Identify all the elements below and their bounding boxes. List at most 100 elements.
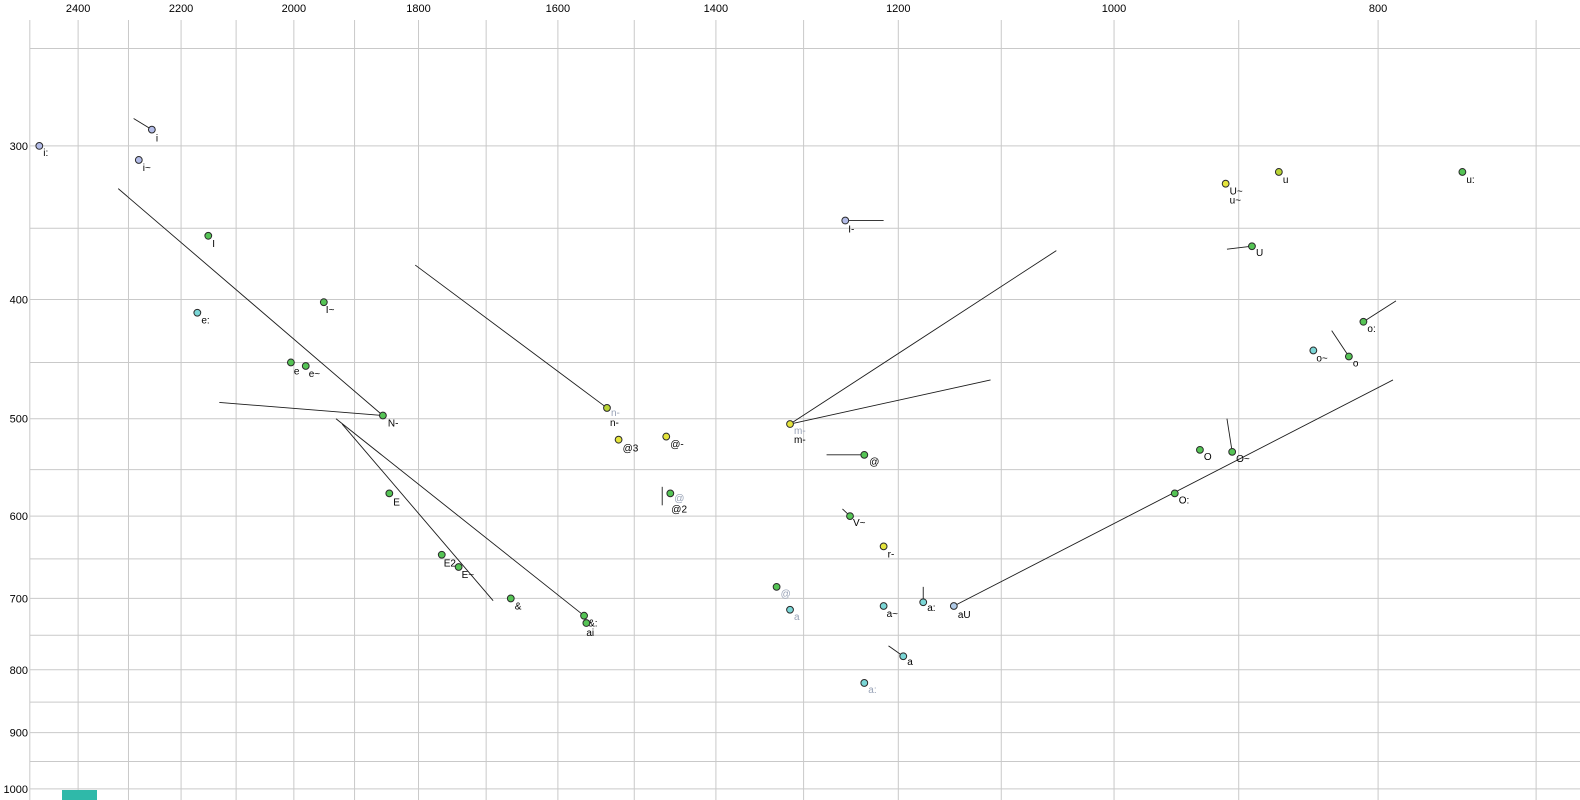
data-point[interactable]	[772, 582, 781, 591]
data-point[interactable]	[582, 619, 591, 627]
data-point[interactable]	[1344, 352, 1353, 361]
point-label: r-	[888, 549, 895, 560]
data-point[interactable]	[846, 512, 854, 521]
data-point[interactable]	[454, 563, 463, 571]
data-point[interactable]	[437, 550, 446, 559]
y-tick-label: 800	[10, 665, 28, 677]
data-point[interactable]	[1248, 242, 1256, 251]
point-label: aU	[958, 610, 971, 621]
x-tick-label: 2200	[169, 3, 193, 15]
point-label: @	[674, 493, 684, 504]
selection-marker-bar[interactable]	[62, 790, 97, 800]
point-label: n-	[611, 408, 620, 419]
point-label: o:	[1367, 324, 1375, 335]
point-label: I-	[848, 225, 854, 236]
point-label: e	[294, 366, 300, 377]
point-label: I	[212, 239, 215, 250]
point-label: @-	[670, 440, 683, 451]
data-point[interactable]	[1359, 317, 1368, 326]
point-label: u:	[1466, 175, 1474, 186]
x-tick-label: 1400	[704, 3, 728, 15]
data-point[interactable]	[1309, 346, 1318, 355]
point-label: a~	[887, 609, 899, 620]
data-point[interactable]	[666, 489, 675, 498]
point-label: e:	[201, 316, 209, 327]
point-label: i:	[43, 148, 48, 159]
point-label: i	[156, 134, 158, 145]
data-point[interactable]	[1458, 168, 1467, 176]
connector-line	[1226, 418, 1233, 452]
point-label: m-	[794, 435, 806, 446]
data-point[interactable]	[786, 420, 794, 428]
point-label: I~	[326, 305, 335, 316]
point-label: E	[393, 497, 400, 508]
data-point[interactable]	[1228, 447, 1237, 456]
data-point[interactable]	[134, 156, 143, 164]
data-point[interactable]	[204, 231, 213, 240]
data-point[interactable]	[919, 598, 928, 607]
data-point[interactable]	[614, 435, 623, 444]
y-tick-label: 600	[10, 511, 28, 523]
data-point[interactable]	[860, 679, 869, 687]
data-point[interactable]	[949, 602, 958, 610]
connector-line	[1226, 245, 1253, 250]
data-point[interactable]	[662, 432, 671, 441]
connector-line	[789, 250, 1057, 425]
y-tick-label: 900	[10, 728, 28, 740]
x-tick-label: 1000	[1102, 3, 1126, 15]
data-point[interactable]	[193, 308, 202, 317]
y-tick-label: 400	[10, 295, 28, 307]
point-label: a:	[868, 685, 876, 696]
data-point[interactable]	[879, 542, 888, 551]
data-point[interactable]	[879, 602, 888, 610]
connector-line	[219, 402, 383, 416]
point-label: @	[869, 457, 879, 468]
point-label: e~	[309, 369, 321, 380]
point-label: o~	[1316, 353, 1328, 364]
data-point[interactable]	[1170, 489, 1179, 498]
data-point[interactable]	[1196, 445, 1204, 454]
point-label: a:	[927, 603, 935, 614]
connector-line	[341, 423, 494, 602]
point-label: &	[515, 601, 522, 612]
data-point[interactable]	[899, 652, 908, 661]
data-point[interactable]	[580, 611, 588, 620]
x-tick-label: 1800	[406, 3, 430, 15]
y-tick-label: 1000	[4, 784, 28, 796]
point-label: E2	[444, 559, 457, 570]
point-label: m-	[794, 426, 806, 437]
data-point[interactable]	[147, 125, 156, 134]
point-label: i~	[143, 163, 151, 174]
y-tick-label: 500	[10, 414, 28, 426]
point-label: u	[1283, 175, 1289, 186]
data-point[interactable]	[319, 298, 328, 307]
x-tick-label: 1200	[886, 3, 910, 15]
connector-line	[335, 418, 585, 617]
data-point[interactable]	[841, 216, 850, 225]
data-point[interactable]	[1221, 179, 1230, 188]
data-point[interactable]	[379, 411, 387, 420]
data-point[interactable]	[385, 489, 394, 498]
point-label: O~	[1236, 454, 1250, 465]
x-tick-label: 1600	[546, 3, 570, 15]
connector-line	[414, 264, 608, 409]
data-point[interactable]	[786, 605, 794, 614]
point-label: U	[1256, 248, 1263, 259]
point-label: ai	[586, 628, 594, 639]
point-label: U~	[1230, 187, 1243, 198]
point-label: @	[781, 589, 791, 600]
x-tick-label: 2000	[282, 3, 306, 15]
x-tick-label: 800	[1369, 3, 1387, 15]
point-label: a	[794, 612, 800, 623]
data-point[interactable]	[506, 594, 515, 603]
point-label: N-	[388, 419, 399, 430]
data-point[interactable]	[301, 362, 310, 370]
data-point[interactable]	[860, 450, 869, 459]
data-point[interactable]	[1274, 168, 1283, 176]
connector-line	[117, 188, 384, 416]
data-point[interactable]	[286, 358, 295, 367]
data-point[interactable]	[35, 141, 44, 150]
data-point[interactable]	[603, 404, 611, 412]
